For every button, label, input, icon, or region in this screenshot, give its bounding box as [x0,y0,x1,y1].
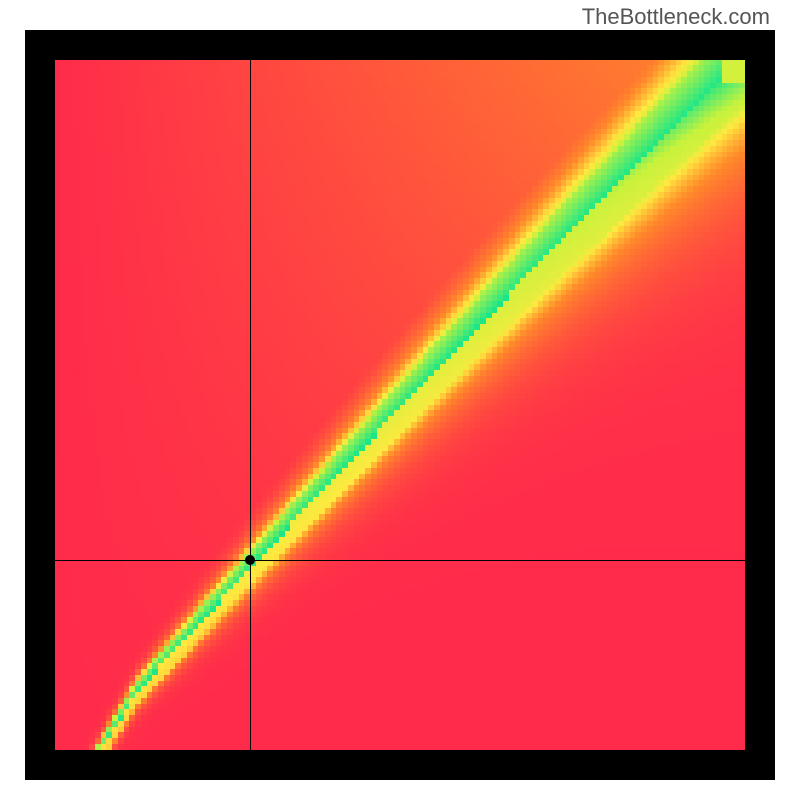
figure-container: TheBottleneck.com [0,0,800,800]
bottleneck-heatmap [55,60,745,750]
crosshair-vertical [250,60,251,750]
crosshair-horizontal [55,560,745,561]
watermark-text: TheBottleneck.com [582,4,770,30]
crosshair-point [245,555,255,565]
